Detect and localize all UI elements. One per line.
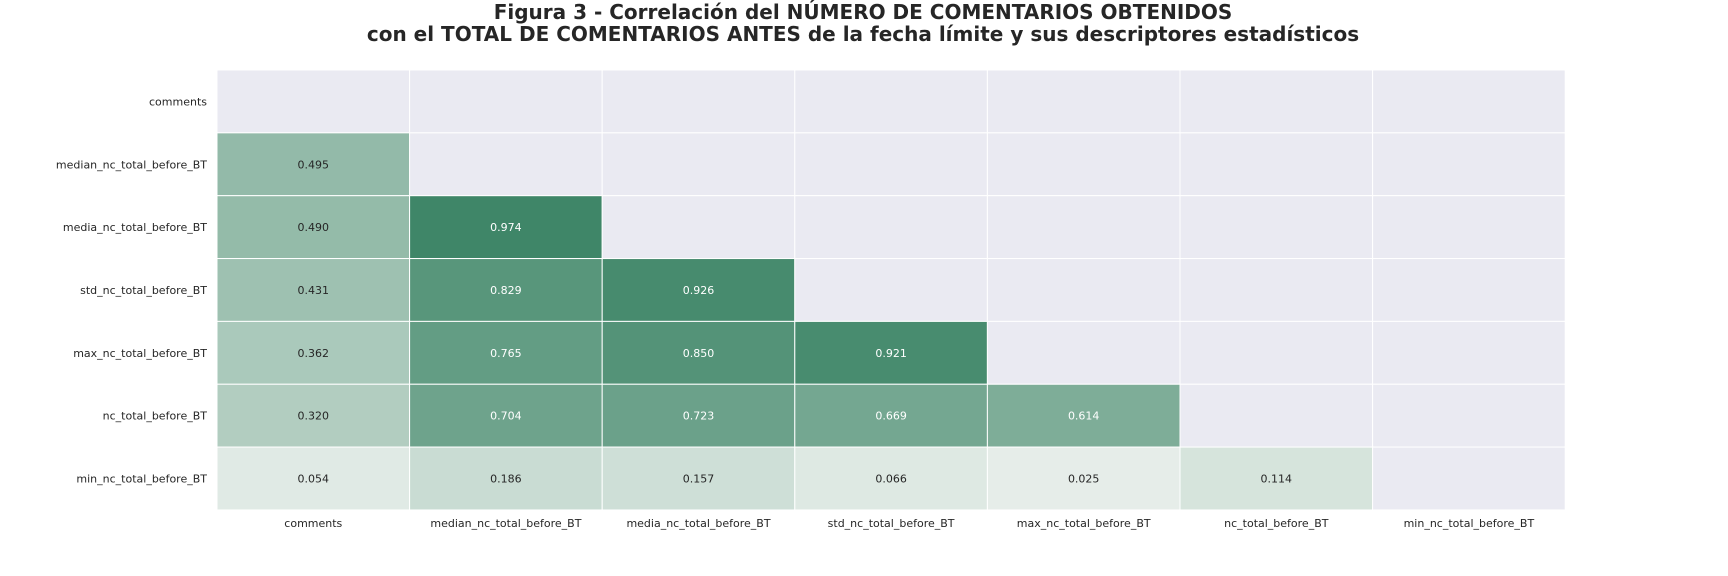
y-tick-label: std_nc_total_before_BT — [80, 284, 207, 297]
heatmap-masked-cell — [1179, 69, 1374, 134]
heatmap-cell-value: 0.921 — [875, 347, 907, 360]
heatmap-cell-value: 0.974 — [490, 221, 522, 234]
heatmap-masked-cell — [1372, 69, 1566, 134]
y-tick-label: median_nc_total_before_BT — [56, 158, 207, 171]
chart-title-line-2: con el TOTAL DE COMENTARIOS ANTES de la … — [367, 22, 1359, 46]
heatmap-cell — [216, 320, 411, 385]
heatmap-masked-cell — [409, 132, 603, 197]
heatmap-cell — [794, 320, 988, 385]
heatmap-plot-area: 0.495 0.490 0.974 0.431 0.829 0.926 0.362 0.765… — [216, 69, 1566, 511]
heatmap-masked-cell — [986, 320, 1181, 385]
heatmap-masked-cell — [986, 69, 1181, 134]
heatmap-masked-cell — [1179, 258, 1374, 322]
heatmap-masked-cell — [1372, 258, 1566, 322]
heatmap-masked-cell — [794, 69, 988, 134]
x-tick-label: comments — [284, 517, 342, 530]
heatmap-masked-cell — [794, 132, 988, 197]
heatmap-masked-cell — [601, 69, 796, 134]
heatmap-cell-value: 0.765 — [490, 347, 522, 360]
x-tick-label: median_nc_total_before_BT — [430, 517, 581, 530]
heatmap-cell-value: 0.157 — [683, 473, 715, 486]
heatmap-cell-value: 0.431 — [298, 284, 330, 297]
x-axis: comments median_nc_total_before_BT media_n… — [284, 517, 1534, 530]
heatmap-masked-cell — [1179, 132, 1374, 197]
heatmap-cell-value: 0.362 — [298, 347, 330, 360]
heatmap-masked-cell — [986, 195, 1181, 260]
heatmap-cell-value: 0.669 — [875, 410, 907, 423]
heatmap-cell — [409, 446, 603, 511]
x-tick-label: media_nc_total_before_BT — [626, 517, 770, 530]
heatmap-cell-value: 0.490 — [298, 221, 330, 234]
heatmap-masked-cell — [216, 69, 411, 134]
x-tick-label: max_nc_total_before_BT — [1017, 517, 1151, 530]
x-tick-label: nc_total_before_BT — [1224, 517, 1329, 530]
x-tick-label: std_nc_total_before_BT — [828, 517, 955, 530]
heatmap-cell-value: 0.114 — [1261, 473, 1293, 486]
heatmap-masked-cell — [986, 258, 1181, 322]
heatmap-cell-value: 0.054 — [298, 473, 330, 486]
heatmap-cell — [409, 383, 603, 448]
heatmap-masked-cell — [1179, 383, 1374, 448]
heatmap-masked-cell — [986, 132, 1181, 197]
heatmap-masked-cell — [601, 132, 796, 197]
y-axis: comments median_nc_total_before_BT media_n… — [56, 95, 207, 485]
y-tick-label: max_nc_total_before_BT — [73, 347, 207, 360]
heatmap-masked-cell — [409, 69, 603, 134]
heatmap-cell-value: 0.066 — [875, 473, 907, 486]
heatmap-masked-cell — [794, 195, 988, 260]
heatmap-cell — [794, 446, 988, 511]
heatmap-cell — [986, 446, 1181, 511]
heatmap-cell — [601, 383, 796, 448]
heatmap-cell-value: 0.926 — [683, 284, 715, 297]
heatmap-masked-cell — [1179, 195, 1374, 260]
heatmap-cell-value: 0.186 — [490, 473, 522, 486]
heatmap-masked-cell — [1372, 446, 1566, 511]
heatmap-cell — [216, 195, 411, 260]
heatmap-cell-value: 0.850 — [683, 347, 715, 360]
heatmap-cell — [216, 132, 411, 197]
heatmap-cell — [409, 320, 603, 385]
heatmap-masked-cell — [1372, 132, 1566, 197]
heatmap-masked-cell — [601, 195, 796, 260]
heatmap-masked-cell — [1372, 195, 1566, 260]
heatmap-cell — [794, 383, 988, 448]
heatmap-cell-value: 0.320 — [298, 410, 330, 423]
y-tick-label: min_nc_total_before_BT — [76, 473, 207, 486]
heatmap-masked-cell — [1372, 383, 1566, 448]
heatmap-masked-cell — [1179, 320, 1374, 385]
y-tick-label: comments — [149, 95, 207, 108]
x-tick-label: min_nc_total_before_BT — [1404, 517, 1535, 530]
heatmap-cell — [409, 195, 603, 260]
y-tick-label: media_nc_total_before_BT — [63, 221, 207, 234]
heatmap-cell-value: 0.723 — [683, 410, 715, 423]
heatmap-cell — [986, 383, 1181, 448]
heatmap-cell — [1179, 446, 1374, 511]
heatmap-masked-cell — [1372, 320, 1566, 385]
heatmap-cell — [601, 446, 796, 511]
heatmap-cell-value: 0.614 — [1068, 410, 1100, 423]
heatmap-cell — [216, 446, 411, 511]
heatmap-cell-value: 0.829 — [490, 284, 522, 297]
heatmap-cell — [216, 258, 411, 322]
heatmap-cell-value: 0.025 — [1068, 473, 1100, 486]
heatmap-cell-value: 0.704 — [490, 410, 522, 423]
heatmap-masked-cell — [794, 258, 988, 322]
heatmap-cell — [601, 320, 796, 385]
chart-title-line-1: Figura 3 - Correlación del NÚMERO DE COM… — [494, 0, 1233, 24]
y-tick-label: nc_total_before_BT — [103, 410, 208, 423]
heatmap-cell-value: 0.495 — [298, 158, 330, 171]
